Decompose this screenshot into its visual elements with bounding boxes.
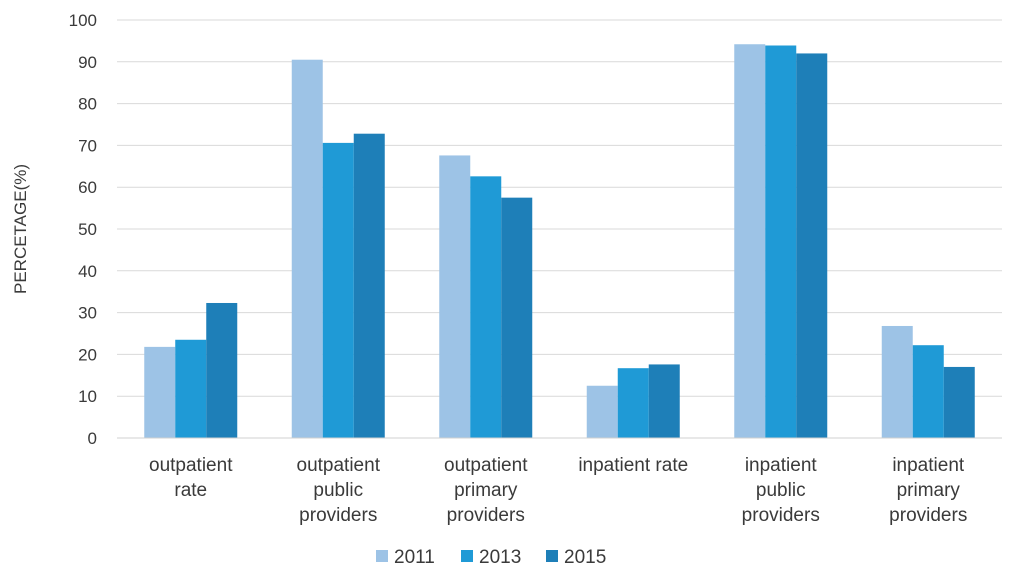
y-tick-label: 40	[78, 262, 97, 281]
bar-2013-0	[175, 339, 207, 438]
x-category-label-line: primary	[454, 480, 518, 501]
bars	[144, 44, 975, 439]
bar-2015-0	[206, 302, 238, 438]
x-category-label-line: outpatient	[444, 455, 528, 476]
x-category-label-line: outpatient	[297, 455, 381, 476]
bar-2015-2	[501, 197, 533, 438]
x-category-label: inpatient primary providers	[889, 455, 967, 526]
x-category-label-line: public	[313, 480, 363, 501]
bar-2011-4	[734, 44, 766, 439]
bar-2011-2	[439, 155, 471, 438]
legend-swatch-2011	[376, 550, 388, 562]
legend-swatch-2013	[461, 550, 473, 562]
y-tick-label: 30	[78, 304, 97, 323]
bar-2015-5	[943, 366, 975, 438]
y-axis-label: PERCETAGE(%)	[11, 164, 30, 294]
y-tick-label: 70	[78, 136, 97, 155]
y-tick-label: 100	[69, 11, 97, 30]
bar-2015-4	[796, 53, 828, 438]
y-tick-label: 50	[78, 220, 97, 239]
legend-label-2011: 2011	[394, 547, 435, 568]
x-category-label: inpatient public providers	[742, 455, 820, 526]
bar-2011-1	[291, 59, 323, 439]
x-category-label: outpatient primary providers	[444, 455, 528, 526]
gridlines	[117, 19, 1002, 397]
x-category-label: outpatient public providers	[297, 455, 381, 526]
legend-swatch-2015	[546, 550, 558, 562]
x-category-label-line: public	[756, 480, 806, 501]
legend-label-2013: 2013	[479, 547, 521, 568]
y-tick-label: 90	[78, 53, 97, 72]
x-category-label-line: primary	[897, 480, 961, 501]
bar-2015-1	[353, 133, 385, 439]
bar-2013-3	[617, 368, 649, 438]
legend: 2011 2013 2015	[376, 547, 606, 568]
bar-2013-1	[322, 142, 354, 438]
x-category-label-line: providers	[447, 505, 525, 526]
legend-label-2015: 2015	[564, 547, 606, 568]
bar-2011-3	[586, 385, 618, 438]
bar-2015-3	[648, 364, 680, 438]
y-tick-label: 20	[78, 345, 97, 364]
x-category-label-line: rate	[174, 480, 207, 501]
y-tick-label: 0	[88, 429, 97, 448]
x-category-label-line: providers	[889, 505, 967, 526]
x-category-label-line: providers	[299, 505, 377, 526]
x-category-label-line: inpatient	[892, 455, 965, 476]
x-category-label-line: inpatient rate	[578, 455, 688, 476]
bar-2013-2	[470, 176, 502, 438]
bar-2011-0	[144, 346, 176, 438]
x-category-label-line: outpatient	[149, 455, 233, 476]
x-category-label-line: inpatient	[745, 455, 818, 476]
bar-2013-5	[912, 345, 944, 438]
x-category-label: outpatient rate	[149, 455, 233, 501]
y-tick-label: 10	[78, 387, 97, 406]
y-tick-label: 80	[78, 95, 97, 114]
x-category-label: inpatient rate	[578, 455, 688, 476]
x-category-label-line: providers	[742, 505, 820, 526]
bar-2011-5	[881, 325, 913, 438]
y-tick-label: 60	[78, 178, 97, 197]
y-axis-ticks: 0 10 20 30 40 50 60 70 80 90 100	[69, 11, 97, 448]
bar-2013-4	[765, 45, 797, 439]
